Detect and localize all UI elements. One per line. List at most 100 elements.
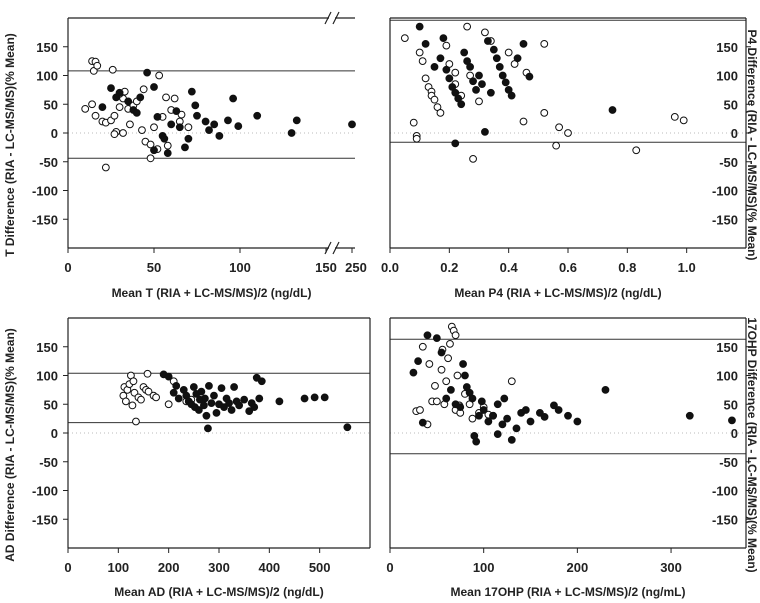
panel-17ohp-point-filled-7 — [446, 385, 455, 394]
panel-t-point-open-37 — [110, 130, 119, 139]
panel-17ohp-point-open-4 — [431, 381, 439, 390]
panel-t-point-filled-16 — [184, 134, 193, 143]
panel-t: 150 100 50 0 -50 -100 -150 0 50 100 150 250 Mean T (… — [3, 10, 367, 300]
panel-p4-point-filled-16 — [478, 80, 486, 89]
panel-ad-xtick-label-5: 500 — [309, 560, 331, 575]
panel-ad-point-open-6 — [128, 401, 137, 410]
panel-p4-point-filled-29 — [451, 139, 460, 148]
panel-ad-point-filled-25 — [220, 403, 228, 412]
panel-p4-ytick-label-4: -50 — [719, 155, 738, 170]
panel-17ohp-ytick-label-2: 50 — [724, 397, 738, 412]
panel-ad-point-filled-9 — [189, 383, 198, 391]
panel-17ohp-point-filled-40 — [500, 394, 509, 403]
panel-17ohp-point-filled-32 — [550, 401, 558, 410]
panel-t-point-filled-25 — [229, 94, 238, 103]
panel-17ohp-point-filled-29 — [526, 417, 535, 426]
panel-t-point-open-32 — [146, 154, 155, 163]
panel-t-point-open-28 — [155, 71, 164, 80]
panel-t-xtick-label-3: 150 — [315, 260, 337, 275]
panel-ad-point-filled-24 — [217, 384, 226, 393]
panel-17ohp-point-open-14 — [453, 371, 462, 380]
panel-ad-x-axis-label: Mean AD (RIA + LC-MS/MS)/2 (ng/dL) — [114, 585, 323, 599]
panel-p4-point-open-3 — [412, 134, 421, 143]
panel-ad-xtick-label-0: 0 — [64, 560, 71, 575]
panel-ad-point-filled-39 — [275, 397, 284, 406]
panel-t-point-filled-26 — [234, 122, 243, 130]
panel-17ohp-point-filled-10 — [459, 360, 467, 368]
panel-17ohp-point-open-27 — [451, 331, 460, 340]
panel-17ohp-point-filled-39 — [493, 400, 502, 409]
panel-ad-point-filled-20 — [207, 399, 216, 408]
panel-ad-point-open-14 — [143, 369, 152, 378]
panel-p4-ytick-label-5: -100 — [712, 184, 738, 199]
panel-t-ytick-label-0: 150 — [36, 40, 58, 55]
panel-17ohp-point-filled-0 — [409, 368, 418, 377]
panel-t-point-filled-27 — [253, 111, 262, 120]
panel-ad-point-filled-33 — [245, 407, 254, 416]
panel-p4-point-filled-20 — [495, 62, 504, 71]
panel-p4-point-filled-5 — [445, 74, 454, 83]
panel-p4-point-filled-22 — [501, 78, 510, 87]
panel-p4-ytick-label-1: 100 — [716, 69, 738, 84]
panel-p4-point-open-12 — [436, 108, 445, 117]
panel-p4-point-filled-25 — [513, 54, 522, 63]
panel-ad-point-filled-4 — [174, 394, 183, 403]
panel-t-point-filled-18 — [191, 101, 200, 110]
panel-t-xtick-label-1: 50 — [147, 260, 161, 275]
panel-17ohp-point-filled-23 — [498, 420, 507, 429]
panel-t-point-open-6 — [88, 100, 96, 109]
panel-p4-point-filled-1 — [421, 39, 430, 48]
panel-p4-point-filled-9 — [457, 100, 466, 109]
panel-t-ytick-label-6: -150 — [32, 212, 58, 227]
panel-t-xtick-label-0: 0 — [64, 260, 71, 275]
panel-p4-point-filled-15 — [475, 71, 483, 80]
panel-t-point-filled-13 — [172, 107, 181, 116]
panel-t-xtick-label-2: 100 — [229, 260, 251, 275]
panel-t-point-filled-1 — [107, 84, 115, 93]
panel-ad-point-filled-1 — [164, 372, 173, 381]
panel-17ohp-point-open-24 — [418, 342, 427, 351]
panel-t-point-open-19 — [139, 85, 148, 94]
panel-ad-point-open-9 — [132, 417, 140, 426]
panel-p4-ytick-label-6: -150 — [712, 212, 738, 227]
panel-p4-point-filled-28 — [481, 127, 489, 136]
panel-p4-point-filled-3 — [436, 54, 445, 63]
panel-ad-point-filled-38 — [257, 377, 266, 386]
panel-p4-point-open-26 — [519, 117, 528, 126]
panel-t-point-open-7 — [91, 111, 100, 120]
panel-p4-point-filled-17 — [484, 37, 492, 45]
panel-p4-point-open-21 — [475, 97, 483, 106]
panel-t-break-gap-bottom — [329, 240, 335, 256]
panel-p4-point-filled-21 — [498, 71, 507, 80]
panel-t-point-filled-14 — [175, 123, 184, 132]
panel-t-point-filled-31 — [150, 146, 158, 155]
panel-ad-point-filled-28 — [227, 406, 236, 414]
panel-ad-point-filled-16 — [201, 394, 209, 403]
panel-t-break-mark-2 — [324, 11, 332, 25]
panel-ad-point-filled-14 — [197, 387, 206, 396]
panel-17ohp-point-filled-16 — [472, 437, 481, 446]
panel-p4-xtick-label-3: 0.6 — [559, 260, 577, 275]
panel-t-point-open-33 — [101, 163, 110, 172]
panel-ad-point-filled-22 — [212, 408, 221, 417]
panel-t-point-open-25 — [150, 123, 158, 132]
panel-ad-point-filled-27 — [225, 399, 233, 408]
panel-17ohp-point-filled-5 — [437, 348, 446, 357]
panel-17ohp-point-filled-14 — [468, 394, 477, 403]
panel-t-point-open-34 — [126, 120, 134, 129]
panel-ad-ytick-label-6: -150 — [32, 512, 58, 527]
panel-p4-point-open-35 — [679, 116, 688, 125]
panel-p4-point-open-4 — [415, 48, 424, 57]
panel-p4-point-open-24 — [504, 48, 513, 57]
panel-t-point-filled-15 — [181, 143, 189, 152]
panel-t-ytick-label-4: -50 — [39, 155, 58, 170]
panel-17ohp-ytick-label-4: -50 — [719, 455, 738, 470]
panel-t-point-open-3 — [93, 61, 102, 70]
panel-ad-point-filled-37 — [255, 394, 264, 403]
panel-17ohp-point-filled-28 — [521, 406, 530, 414]
panel-p4-point-open-34 — [670, 113, 679, 121]
panel-ad-point-filled-15 — [200, 401, 208, 410]
panel-ad-point-filled-18 — [204, 424, 212, 433]
panel-ad-y-axis-label: AD Difference (RIA - LC-MS/MS)(% Mean) — [3, 328, 17, 562]
panel-17ohp-point-filled-34 — [564, 411, 572, 420]
